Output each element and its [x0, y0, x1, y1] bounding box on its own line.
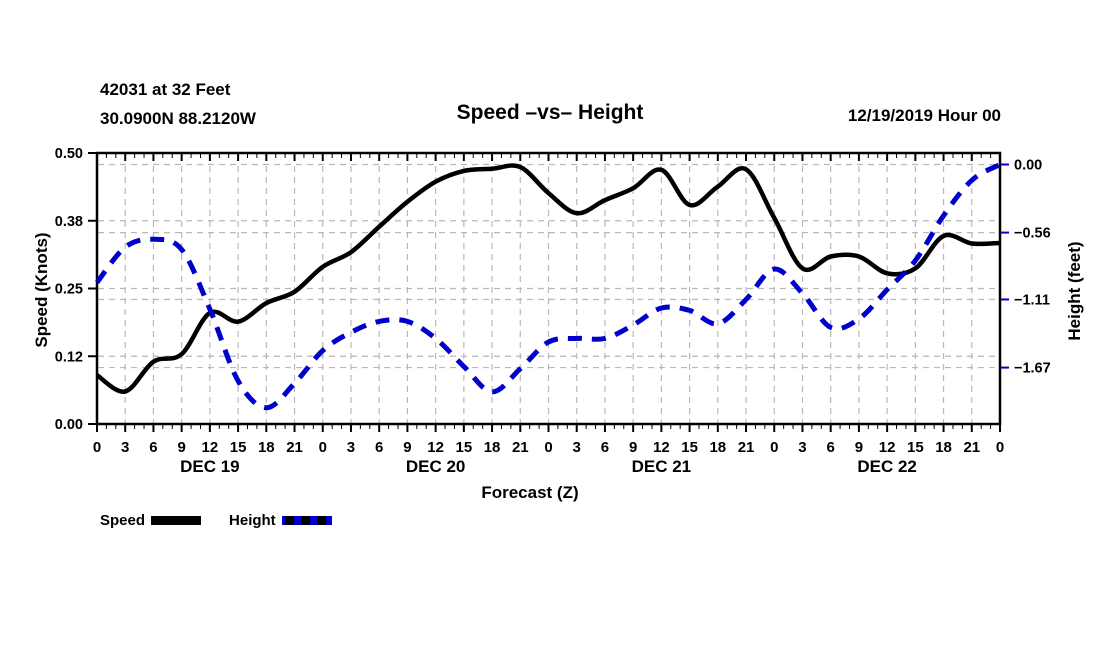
- svg-text:21: 21: [286, 439, 303, 456]
- x-axis-title: Forecast (Z): [481, 483, 579, 502]
- svg-text:12: 12: [653, 439, 670, 456]
- svg-text:0.00: 0.00: [55, 417, 83, 433]
- svg-text:21: 21: [738, 439, 755, 456]
- svg-text:DEC 19: DEC 19: [180, 457, 240, 476]
- svg-text:−1.67: −1.67: [1014, 361, 1051, 377]
- svg-text:6: 6: [149, 439, 157, 456]
- legend: Speed Height: [100, 512, 332, 529]
- svg-text:0.38: 0.38: [55, 214, 83, 230]
- svg-text:3: 3: [798, 439, 806, 456]
- chart-title: Speed –vs– Height: [456, 101, 644, 124]
- svg-text:9: 9: [855, 439, 863, 456]
- svg-text:12: 12: [879, 439, 896, 456]
- series-speed-line: [95, 163, 1001, 394]
- svg-text:0.12: 0.12: [55, 349, 83, 365]
- svg-text:15: 15: [230, 439, 247, 456]
- svg-text:0.50: 0.50: [55, 146, 83, 162]
- svg-text:15: 15: [907, 439, 924, 456]
- svg-text:DEC 21: DEC 21: [632, 457, 692, 476]
- station-info: 42031 at 32 Feet 30.0900N 88.2120W: [100, 76, 256, 134]
- svg-text:18: 18: [258, 439, 275, 456]
- legend-height-label: Height: [229, 512, 276, 529]
- svg-text:−1.11: −1.11: [1014, 292, 1050, 308]
- series-height-line: [95, 162, 1002, 411]
- svg-text:0: 0: [544, 439, 552, 456]
- svg-text:0: 0: [93, 439, 101, 456]
- svg-text:12: 12: [427, 439, 444, 456]
- svg-text:0: 0: [996, 439, 1004, 456]
- svg-text:0: 0: [319, 439, 327, 456]
- svg-text:0.00: 0.00: [1014, 158, 1042, 174]
- svg-text:6: 6: [375, 439, 383, 456]
- svg-text:15: 15: [681, 439, 698, 456]
- legend-speed-label: Speed: [100, 512, 146, 529]
- svg-text:12: 12: [202, 439, 219, 456]
- svg-text:9: 9: [629, 439, 637, 456]
- svg-text:−0.56: −0.56: [1014, 226, 1051, 242]
- svg-text:15: 15: [456, 439, 473, 456]
- legend-speed-swatch: [151, 516, 202, 525]
- svg-text:DEC 22: DEC 22: [857, 457, 917, 476]
- svg-text:0.25: 0.25: [55, 282, 83, 298]
- svg-text:3: 3: [121, 439, 129, 456]
- station-id: 42031 at 32 Feet: [100, 80, 231, 99]
- station-coordinates: 30.0900N 88.2120W: [100, 108, 256, 128]
- legend-height-swatch: [281, 516, 332, 525]
- svg-text:6: 6: [827, 439, 835, 456]
- svg-text:18: 18: [484, 439, 501, 456]
- forecast-run-date: 12/19/2019 Hour 00: [847, 106, 1001, 125]
- svg-text:6: 6: [601, 439, 609, 456]
- svg-text:18: 18: [935, 439, 952, 456]
- svg-text:21: 21: [512, 439, 529, 456]
- svg-text:3: 3: [573, 439, 581, 456]
- svg-text:9: 9: [403, 439, 411, 456]
- svg-text:DEC 20: DEC 20: [406, 457, 466, 476]
- svg-text:18: 18: [709, 439, 726, 456]
- svg-text:3: 3: [347, 439, 355, 456]
- svg-text:9: 9: [177, 439, 185, 456]
- svg-text:0: 0: [770, 439, 778, 456]
- svg-text:21: 21: [963, 439, 980, 456]
